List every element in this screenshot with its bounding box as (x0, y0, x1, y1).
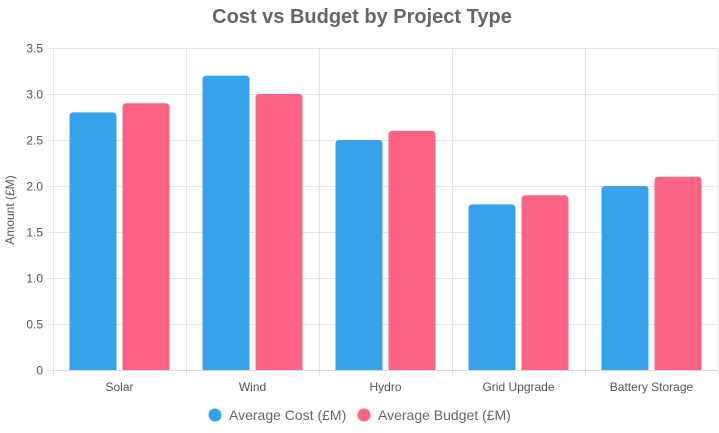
bar-cost-solar[interactable] (69, 112, 117, 371)
y-tick-label: 1.5 (26, 226, 43, 240)
bar-budget-battery-storage[interactable] (654, 176, 702, 370)
bars (69, 75, 702, 371)
bar-cost-battery-storage[interactable] (601, 186, 649, 370)
bar-budget-solar[interactable] (122, 103, 170, 370)
chart-title: Cost vs Budget by Project Type (212, 6, 512, 28)
legend-marker (208, 408, 222, 422)
legend-item-cost[interactable]: Average Cost (£M) (208, 407, 347, 423)
x-tick-label: Hydro (369, 380, 401, 394)
bar-budget-wind[interactable] (255, 94, 303, 370)
legend-marker (357, 408, 371, 422)
y-tick-label: 2.0 (26, 180, 43, 194)
y-axis-title: Amount (£M) (3, 175, 17, 244)
x-tick-label: Wind (239, 380, 266, 394)
y-tick-label: 3.5 (26, 42, 43, 56)
y-tick-label: 1.0 (26, 272, 43, 286)
legend-label: Average Budget (£M) (378, 407, 511, 423)
x-tick-label: Solar (105, 380, 133, 394)
bar-cost-wind[interactable] (202, 75, 250, 370)
legend-label: Average Cost (£M) (229, 407, 346, 423)
x-tick-label: Grid Upgrade (482, 380, 554, 394)
bar-budget-hydro[interactable] (388, 130, 436, 370)
x-tick-label: Battery Storage (610, 380, 694, 394)
legend-item-budget[interactable]: Average Budget (£M) (357, 407, 511, 423)
legend[interactable]: Average Cost (£M) Average Budget (£M) (208, 407, 511, 423)
y-tick-label: 2.5 (26, 134, 43, 148)
bar-cost-hydro[interactable] (335, 140, 383, 370)
y-tick-label: 3.0 (26, 88, 43, 102)
y-tick-label: 0.5 (26, 318, 43, 332)
y-tick-labels: 0 0.5 1.0 1.5 2.0 2.5 3.0 3.5 (26, 42, 43, 378)
bar-budget-grid-upgrade[interactable] (521, 195, 569, 370)
y-tick-label: 0 (36, 364, 43, 378)
bar-cost-grid-upgrade[interactable] (468, 204, 516, 370)
x-tick-labels: Solar Wind Hydro Grid Upgrade Battery Storag… (105, 380, 693, 394)
